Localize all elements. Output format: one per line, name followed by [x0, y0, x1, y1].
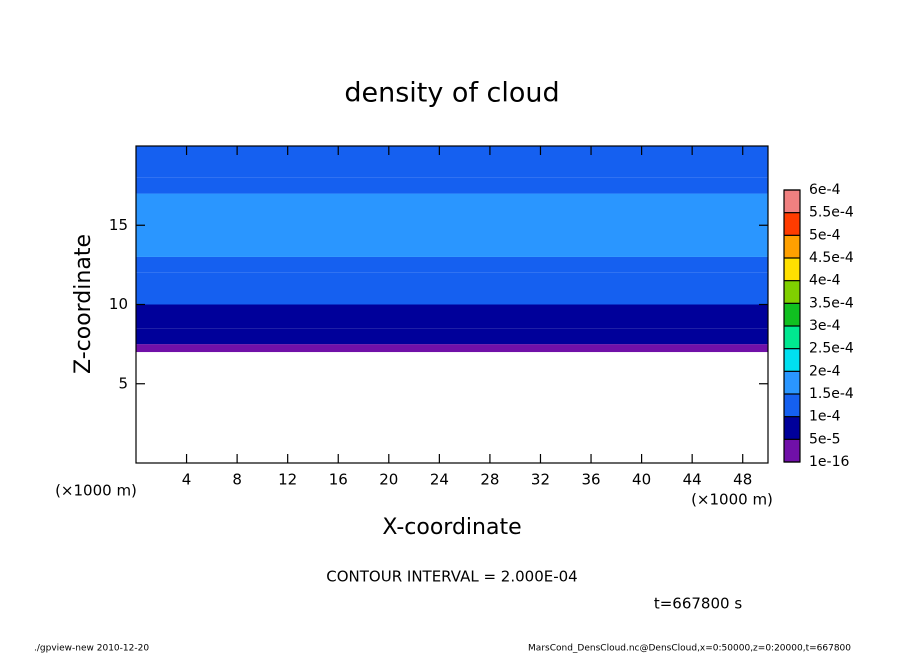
- x-tick-label: 20: [379, 471, 398, 489]
- x-unit-left: (×1000 m): [55, 482, 137, 500]
- chart-title: density of cloud: [344, 78, 559, 109]
- x-axis-label: X-coordinate: [382, 515, 521, 540]
- colorbar-label: 2.5e-4: [809, 341, 854, 357]
- density-layer: [136, 304, 768, 329]
- footer-left: ./gpview-new 2010-12-20: [34, 644, 149, 654]
- density-layer: [136, 256, 768, 273]
- x-tick-label: 16: [329, 471, 348, 489]
- colorbar-label: 1e-4: [809, 409, 841, 425]
- colorbar-label: 5e-5: [809, 431, 840, 447]
- y-tick-label: 15: [109, 216, 128, 234]
- x-tick-label: 36: [581, 471, 600, 489]
- colorbar-swatch: [784, 416, 800, 440]
- colorbar-swatch: [784, 439, 800, 462]
- colorbar-label: 5.5e-4: [809, 205, 854, 221]
- colorbar-swatch: [784, 212, 800, 236]
- colorbar-swatch: [784, 280, 800, 304]
- x-tick-label: 12: [278, 471, 297, 489]
- colorbar-swatch: [784, 326, 800, 349]
- colorbar-label: 3e-4: [809, 318, 841, 334]
- annotation: CONTOUR INTERVAL = 2.000E-04: [326, 568, 577, 586]
- density-layer: [136, 328, 768, 345]
- x-tick-label: 28: [480, 471, 499, 489]
- y-tick-label: 10: [109, 295, 128, 313]
- density-layer: [136, 146, 768, 178]
- density-layer: [136, 193, 768, 257]
- colorbar-swatch: [784, 190, 800, 213]
- footer-right: MarsCond_DensCloud.nc@DensCloud,x=0:5000…: [528, 644, 851, 654]
- x-tick-label: 32: [531, 471, 550, 489]
- x-tick-label: 40: [632, 471, 651, 489]
- x-tick-label: 44: [683, 471, 702, 489]
- colorbar-swatch: [784, 371, 800, 394]
- colorbar-label: 3.5e-4: [809, 295, 854, 311]
- colorbar-label: 6e-4: [809, 182, 841, 198]
- density-layer: [136, 344, 768, 353]
- colorbar-swatch: [784, 235, 800, 258]
- density-layer: [136, 177, 768, 194]
- colorbar-label: 2e-4: [809, 363, 841, 379]
- colorbar-swatch: [784, 258, 800, 281]
- colorbar-swatch: [784, 394, 800, 417]
- colorbar-swatch: [784, 303, 800, 326]
- colorbar-label: 4e-4: [809, 273, 841, 289]
- colorbar-label: 4.5e-4: [809, 250, 854, 266]
- colorbar-label: 1e-16: [809, 454, 849, 470]
- x-tick-label: 4: [182, 471, 192, 489]
- y-axis-label: Z-coordinate: [71, 234, 96, 374]
- x-tick-label: 8: [232, 471, 242, 489]
- time-label: t=667800 s: [654, 595, 742, 613]
- y-tick-label: 5: [118, 374, 128, 392]
- x-tick-label: 24: [430, 471, 449, 489]
- colorbar-label: 5e-4: [809, 227, 841, 243]
- x-unit-right: (×1000 m): [691, 491, 773, 509]
- colorbar-swatch: [784, 348, 800, 372]
- x-tick-label: 48: [733, 471, 752, 489]
- density-layer: [136, 272, 768, 305]
- colorbar-label: 1.5e-4: [809, 386, 854, 402]
